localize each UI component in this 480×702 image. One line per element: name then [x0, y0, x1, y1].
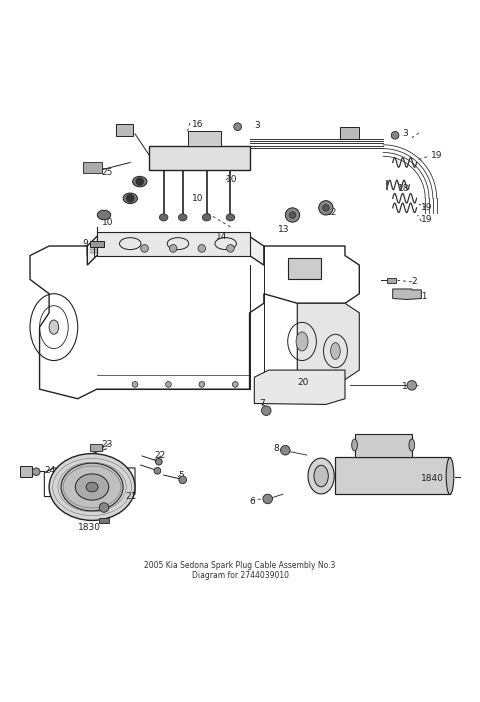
- FancyBboxPatch shape: [288, 258, 321, 279]
- Text: 25: 25: [102, 168, 113, 176]
- Circle shape: [141, 244, 148, 252]
- Text: 19: 19: [431, 151, 443, 160]
- Text: 1840: 1840: [421, 475, 444, 484]
- FancyBboxPatch shape: [188, 131, 221, 146]
- Ellipse shape: [97, 210, 111, 220]
- Text: 9: 9: [83, 239, 88, 248]
- Ellipse shape: [61, 463, 123, 511]
- Text: 14: 14: [216, 232, 228, 241]
- Circle shape: [323, 204, 329, 211]
- Text: 3: 3: [402, 129, 408, 138]
- Circle shape: [281, 446, 290, 455]
- Circle shape: [169, 244, 177, 252]
- Polygon shape: [254, 370, 345, 404]
- Circle shape: [179, 476, 187, 484]
- Circle shape: [391, 131, 399, 139]
- Circle shape: [319, 201, 333, 215]
- Text: 21: 21: [125, 492, 137, 501]
- Ellipse shape: [446, 458, 454, 494]
- Text: 2005 Kia Sedona Spark Plug Cable Assembly No.3
Diagram for 2744039010: 2005 Kia Sedona Spark Plug Cable Assembl…: [144, 561, 336, 580]
- Polygon shape: [97, 232, 250, 256]
- Text: 23: 23: [102, 439, 113, 449]
- Ellipse shape: [159, 214, 168, 221]
- Ellipse shape: [226, 214, 235, 221]
- Text: 8: 8: [274, 444, 279, 453]
- FancyBboxPatch shape: [387, 277, 396, 283]
- Ellipse shape: [75, 474, 109, 500]
- Text: 16: 16: [168, 148, 180, 157]
- Polygon shape: [21, 467, 33, 477]
- Text: 19: 19: [421, 204, 433, 212]
- Circle shape: [132, 382, 138, 388]
- Text: 11: 11: [417, 291, 428, 300]
- Circle shape: [136, 178, 144, 185]
- Ellipse shape: [49, 320, 59, 334]
- Circle shape: [99, 503, 109, 512]
- FancyBboxPatch shape: [90, 444, 102, 451]
- Text: 4: 4: [21, 470, 26, 479]
- Circle shape: [199, 382, 204, 388]
- Text: 5: 5: [178, 470, 184, 479]
- Ellipse shape: [409, 439, 415, 451]
- Ellipse shape: [132, 176, 147, 187]
- Ellipse shape: [296, 332, 308, 351]
- Text: 13: 13: [278, 225, 289, 234]
- Text: 20: 20: [297, 378, 309, 387]
- Text: 17: 17: [345, 127, 357, 136]
- Text: 10: 10: [226, 175, 237, 184]
- Text: 7: 7: [259, 399, 265, 408]
- Text: 1: 1: [402, 383, 408, 391]
- Text: 12: 12: [326, 208, 337, 217]
- Text: 22: 22: [154, 451, 165, 461]
- Polygon shape: [87, 237, 264, 265]
- FancyBboxPatch shape: [340, 126, 360, 138]
- Text: 1830: 1830: [78, 523, 101, 532]
- Polygon shape: [30, 246, 360, 399]
- FancyBboxPatch shape: [116, 124, 132, 136]
- Circle shape: [227, 244, 234, 252]
- Text: 10: 10: [102, 218, 113, 227]
- Text: 19: 19: [421, 216, 433, 224]
- FancyBboxPatch shape: [90, 241, 104, 247]
- Polygon shape: [149, 146, 250, 170]
- FancyBboxPatch shape: [83, 162, 102, 173]
- Circle shape: [262, 406, 271, 416]
- Polygon shape: [336, 458, 450, 494]
- Circle shape: [166, 382, 171, 388]
- Circle shape: [263, 494, 273, 504]
- Ellipse shape: [202, 214, 211, 221]
- Ellipse shape: [179, 214, 187, 221]
- Text: 2: 2: [412, 277, 418, 286]
- Ellipse shape: [49, 453, 135, 520]
- Text: 24: 24: [44, 466, 56, 475]
- Circle shape: [289, 211, 296, 218]
- Text: 6: 6: [250, 497, 255, 506]
- Ellipse shape: [308, 458, 334, 494]
- Ellipse shape: [314, 465, 328, 486]
- Circle shape: [156, 458, 162, 465]
- Text: 15: 15: [297, 270, 309, 279]
- Circle shape: [407, 380, 417, 390]
- Circle shape: [198, 244, 205, 252]
- Circle shape: [33, 468, 40, 475]
- Circle shape: [285, 208, 300, 222]
- Text: 18: 18: [397, 184, 409, 193]
- Polygon shape: [393, 289, 421, 300]
- Ellipse shape: [331, 343, 340, 359]
- Circle shape: [154, 468, 161, 474]
- FancyBboxPatch shape: [99, 518, 109, 523]
- Text: 16: 16: [192, 120, 204, 129]
- Text: 3: 3: [254, 121, 260, 131]
- Polygon shape: [297, 303, 360, 380]
- Ellipse shape: [352, 439, 358, 451]
- Ellipse shape: [123, 193, 137, 204]
- Circle shape: [234, 123, 241, 131]
- Circle shape: [126, 194, 134, 202]
- Circle shape: [232, 382, 238, 388]
- FancyBboxPatch shape: [386, 180, 387, 189]
- FancyBboxPatch shape: [355, 434, 412, 458]
- Text: 10: 10: [192, 194, 204, 203]
- Ellipse shape: [86, 482, 98, 492]
